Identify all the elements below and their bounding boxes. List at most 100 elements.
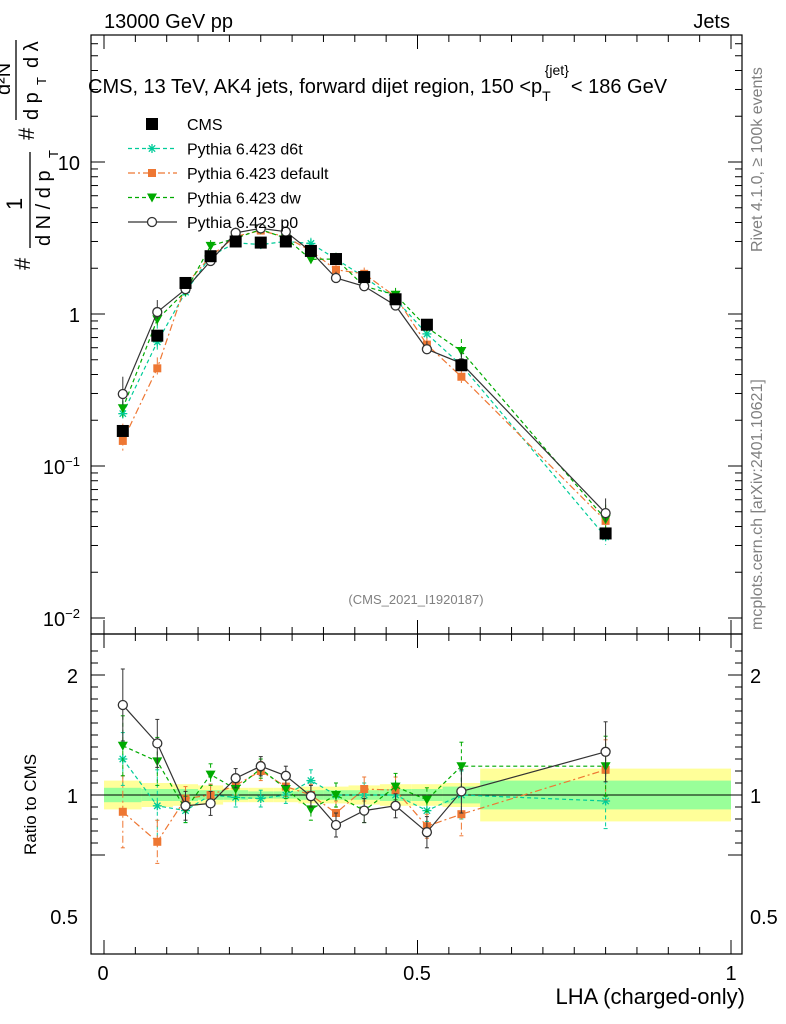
cms-data-point xyxy=(116,424,129,437)
axis-ticks xyxy=(91,35,742,954)
process-label: Jets xyxy=(693,11,730,33)
cms-data-point xyxy=(279,235,292,248)
ratio-data-point xyxy=(205,798,216,809)
cms-data-point xyxy=(420,318,433,331)
ratio-data-point xyxy=(118,807,127,816)
ratio-data-point xyxy=(359,805,370,816)
svg-text:1: 1 xyxy=(2,198,27,210)
title-subscript: T xyxy=(542,88,551,104)
rivet-version-label: Rivet 4.1.0, ≥ 100k events xyxy=(749,67,766,252)
legend-label: CMS xyxy=(187,117,223,134)
legend-marker xyxy=(147,144,157,153)
title-superscript: {jet} xyxy=(545,62,569,78)
x-tick-label-0.5: 0.5 xyxy=(403,963,431,985)
y-tick-label-0.1: 10−1 xyxy=(43,454,80,479)
ratio-data-point xyxy=(280,770,291,781)
ratio-data-point xyxy=(390,782,401,792)
data-point xyxy=(457,372,466,381)
ratio-data-point xyxy=(601,796,611,806)
data-point xyxy=(153,364,162,373)
legend-label: Pythia 6.423 dw xyxy=(187,191,301,208)
ratio-data-point xyxy=(117,741,128,751)
main-series-group xyxy=(116,223,612,545)
data-point xyxy=(421,344,433,355)
ratio-data-point xyxy=(152,738,163,749)
ratio-data-point xyxy=(457,810,466,819)
plot-title: CMS, 13 TeV, AK4 jets, forward dijet reg… xyxy=(88,62,668,104)
cms-data-point xyxy=(599,527,612,540)
svg-text:#: # xyxy=(10,257,35,270)
ratio-data-point xyxy=(230,785,241,794)
cms-data-point xyxy=(151,329,164,342)
ratio-data-point xyxy=(456,762,467,772)
ratio-data-point xyxy=(117,699,128,711)
ratio-data-point xyxy=(180,800,191,811)
cms-data-point xyxy=(254,236,267,249)
ratio-y-axis-label: Ratio to CMS xyxy=(21,754,40,855)
data-point xyxy=(205,241,216,251)
data-point xyxy=(117,388,128,400)
series-line xyxy=(122,229,607,522)
ratio-panel-frame xyxy=(90,633,743,955)
y-tick-label-10: 10 xyxy=(58,153,80,175)
svg-text:d p: d p xyxy=(21,92,43,120)
ratio-data-point xyxy=(330,819,342,831)
cms-data-point xyxy=(389,293,402,306)
ratio-tick-label-0.5: 0.5 xyxy=(50,907,78,929)
cms-data-point xyxy=(329,253,342,266)
ratio-tick-label-1-right: 1 xyxy=(750,786,761,808)
x-axis-label: LHA (charged-only) xyxy=(555,984,745,1009)
cms-data-point xyxy=(358,271,371,284)
ratio-data-point xyxy=(153,837,162,846)
data-point xyxy=(330,272,342,284)
ratio-data-point xyxy=(230,773,241,784)
x-tick-label-1: 1 xyxy=(725,963,736,985)
cms-data-point xyxy=(304,244,317,257)
svg-text:#: # xyxy=(14,127,39,140)
svg-text:T: T xyxy=(34,77,49,85)
ratio-data-point xyxy=(360,785,369,793)
legend-marker xyxy=(148,169,156,177)
cms-data-point xyxy=(204,250,217,263)
ratio-series-group xyxy=(117,668,611,864)
data-point xyxy=(600,507,611,519)
svg-text:d N / d p: d N / d p xyxy=(33,170,55,246)
ratio-data-point xyxy=(390,800,401,811)
cms-data-point xyxy=(455,359,468,372)
ratio-tick-label-1: 1 xyxy=(67,786,78,808)
ratio-data-point xyxy=(421,795,432,805)
data-point xyxy=(359,281,370,292)
y-tick-label-0.01: 10−2 xyxy=(43,606,80,631)
legend-marker xyxy=(146,216,158,228)
ratio-tick-label-2: 2 xyxy=(67,666,78,688)
ratio-data-point xyxy=(255,761,266,772)
svg-text:d²N: d²N xyxy=(0,63,15,95)
mcplots-label: mcplots.cern.ch [arXiv:2401.10621] xyxy=(749,379,766,630)
ratio-tick-label-0.5-right: 0.5 xyxy=(750,907,778,929)
ratio-data-point xyxy=(256,794,266,804)
data-point xyxy=(255,223,266,234)
ratio-series-line xyxy=(122,769,606,843)
beam-label: 13000 GeV pp xyxy=(104,11,233,33)
ratio-tick-label-2-right: 2 xyxy=(750,666,761,688)
cms-data-point xyxy=(179,276,192,289)
cms-data-point xyxy=(229,235,242,248)
legend-label: Pythia 6.423 d6t xyxy=(187,142,303,159)
data-point xyxy=(456,347,467,357)
data-point xyxy=(331,265,340,274)
ratio-data-point xyxy=(305,805,316,815)
legend-label: Pythia 6.423 default xyxy=(187,166,329,183)
legend-marker xyxy=(147,193,157,203)
analysis-id: (CMS_2021_I1920187) xyxy=(348,592,483,607)
data-point xyxy=(152,306,163,318)
ratio-data-point xyxy=(280,785,291,794)
ratio-data-point xyxy=(305,791,317,802)
main-y-axis-label: # 1 d N / d p T # d²N d p T d λ xyxy=(0,40,61,270)
ratio-data-point xyxy=(152,801,162,811)
data-point xyxy=(117,404,128,414)
ratio-data-point xyxy=(421,827,433,838)
ratio-data-point xyxy=(456,786,467,797)
x-tick-label-0: 0 xyxy=(97,963,108,985)
legend-marker xyxy=(146,118,158,130)
